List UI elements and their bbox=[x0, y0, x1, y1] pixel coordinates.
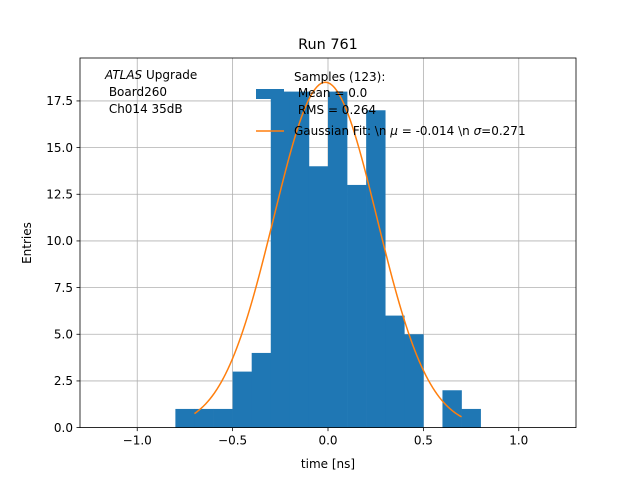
histogram-bars bbox=[175, 91, 481, 428]
histogram-bar bbox=[404, 334, 424, 428]
x-axis-ticks: −1.0 −0.5 0.0 0.5 1.0 bbox=[123, 427, 528, 448]
histogram-bar bbox=[347, 184, 367, 428]
histogram-bar bbox=[289, 91, 310, 428]
y-tick-label: 5.0 bbox=[54, 328, 73, 342]
y-tick-label: 17.5 bbox=[46, 94, 73, 108]
legend: Samples (123): Mean = 0.0 RMS = 0.264 Ga… bbox=[256, 70, 526, 138]
histogram-bar bbox=[442, 390, 462, 428]
x-tick-label: 0.0 bbox=[318, 434, 337, 448]
legend-samples-line-2: Mean = 0.0 bbox=[294, 86, 367, 100]
x-tick-label: 1.0 bbox=[509, 434, 528, 448]
y-axis-label: Entries bbox=[20, 222, 34, 264]
legend-samples-swatch bbox=[256, 89, 284, 99]
x-tick-label: 0.5 bbox=[414, 434, 433, 448]
x-tick-label: −1.0 bbox=[123, 434, 152, 448]
x-tick-label: −0.5 bbox=[218, 434, 247, 448]
legend-fit-label: Gaussian Fit: \n μ = -0.014 \n σ=0.271 bbox=[294, 124, 526, 138]
histogram-bar bbox=[366, 110, 386, 428]
annotation-line-3: Ch014 35dB bbox=[105, 102, 183, 116]
y-axis-ticks: 0.0 2.5 5.0 7.5 10.0 12.5 15.0 17.5 bbox=[46, 94, 80, 435]
atlas-annotation: ATLAS Upgrade Board260 Ch014 35dB bbox=[104, 68, 197, 116]
annotation-upgrade: Upgrade bbox=[142, 68, 197, 82]
histogram-bar bbox=[251, 352, 272, 428]
histogram-bar bbox=[461, 408, 481, 428]
histogram-bar bbox=[175, 408, 195, 428]
annotation-line-1: ATLAS Upgrade bbox=[104, 68, 197, 82]
y-tick-label: 0.0 bbox=[54, 421, 73, 435]
y-tick-label: 7.5 bbox=[54, 281, 73, 295]
annotation-atlas: ATLAS bbox=[104, 68, 143, 82]
y-tick-label: 12.5 bbox=[46, 188, 73, 202]
legend-fit-label-part-1: Gaussian Fit: \n bbox=[294, 124, 390, 138]
y-tick-label: 10.0 bbox=[46, 234, 73, 248]
legend-fit-sigma: σ bbox=[474, 124, 482, 138]
y-tick-label: 15.0 bbox=[46, 141, 73, 155]
histogram-bar bbox=[270, 91, 291, 428]
histogram-bar bbox=[308, 166, 329, 428]
annotation-line-2: Board260 bbox=[105, 85, 167, 99]
legend-samples-line-3: RMS = 0.264 bbox=[294, 103, 376, 117]
histogram-bar bbox=[194, 408, 214, 428]
histogram-bar bbox=[213, 408, 233, 428]
histogram-bar bbox=[232, 371, 252, 428]
legend-fit-label-part-2: = -0.014 \n bbox=[398, 124, 474, 138]
histogram-bar bbox=[328, 91, 348, 428]
chart-title: Run 761 bbox=[298, 37, 358, 53]
y-tick-label: 2.5 bbox=[54, 374, 73, 388]
legend-fit-label-part-3: =0.271 bbox=[481, 124, 525, 138]
legend-fit-mu: μ bbox=[389, 124, 398, 138]
x-axis-label: time [ns] bbox=[301, 457, 355, 471]
legend-samples-line-1: Samples (123): bbox=[294, 70, 385, 84]
histogram-bar bbox=[385, 315, 405, 428]
gaussian-fit-line bbox=[194, 81, 462, 418]
